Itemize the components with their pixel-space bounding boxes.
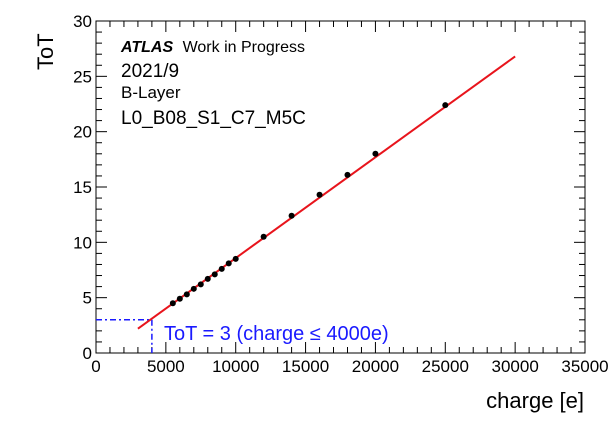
tick-labels: 0 5000 10000 15000 20000 25000 30000 35000 0 5 10 1… (73, 12, 609, 376)
data-point (232, 255, 239, 262)
x-tick-label: 15000 (282, 357, 329, 376)
data-point (316, 191, 323, 198)
data-point (344, 171, 351, 178)
data-point (190, 285, 197, 292)
x-tick-label: 25000 (422, 357, 469, 376)
data-point (169, 300, 176, 307)
x-tick-label: 0 (91, 357, 100, 376)
atlas-label: ATLAS (120, 39, 173, 56)
y-tick-label: 10 (73, 233, 92, 252)
data-point (183, 291, 190, 298)
x-tick-label: 20000 (352, 357, 399, 376)
data-point (197, 281, 204, 288)
atlas-label-line: ATLAS Work in Progress (120, 39, 305, 56)
y-tick-label: 0 (83, 344, 92, 363)
data-point (176, 295, 183, 302)
y-axis-title: ToT (33, 33, 58, 70)
y-tick-label: 5 (83, 289, 92, 308)
y-tick-label: 15 (73, 178, 92, 197)
data-point (211, 271, 218, 278)
y-tick-label: 25 (73, 67, 92, 86)
data-point (260, 233, 267, 240)
threshold-marker (96, 319, 153, 353)
data-point (225, 260, 232, 267)
module-label: L0_B08_S1_C7_M5C (121, 108, 306, 129)
y-tick-label: 20 (73, 123, 92, 142)
data-point (218, 265, 225, 272)
axis-ticks (95, 20, 586, 354)
data-point (288, 212, 295, 219)
data-point (442, 102, 449, 109)
y-tick-label: 30 (73, 12, 92, 31)
x-tick-label: 35000 (561, 357, 608, 376)
x-tick-label: 10000 (212, 357, 259, 376)
status-label: Work in Progress (183, 39, 305, 56)
date-label: 2021/9 (121, 61, 179, 82)
x-tick-label: 30000 (492, 357, 539, 376)
data-point (372, 150, 379, 157)
layer-label: B-Layer (121, 83, 181, 102)
data-point (204, 275, 211, 282)
x-axis-title: charge [e] (486, 388, 584, 413)
data-points (169, 102, 449, 307)
x-tick-label: 5000 (147, 357, 185, 376)
threshold-label: ToT = 3 (charge ≤ 4000e) (164, 323, 389, 345)
